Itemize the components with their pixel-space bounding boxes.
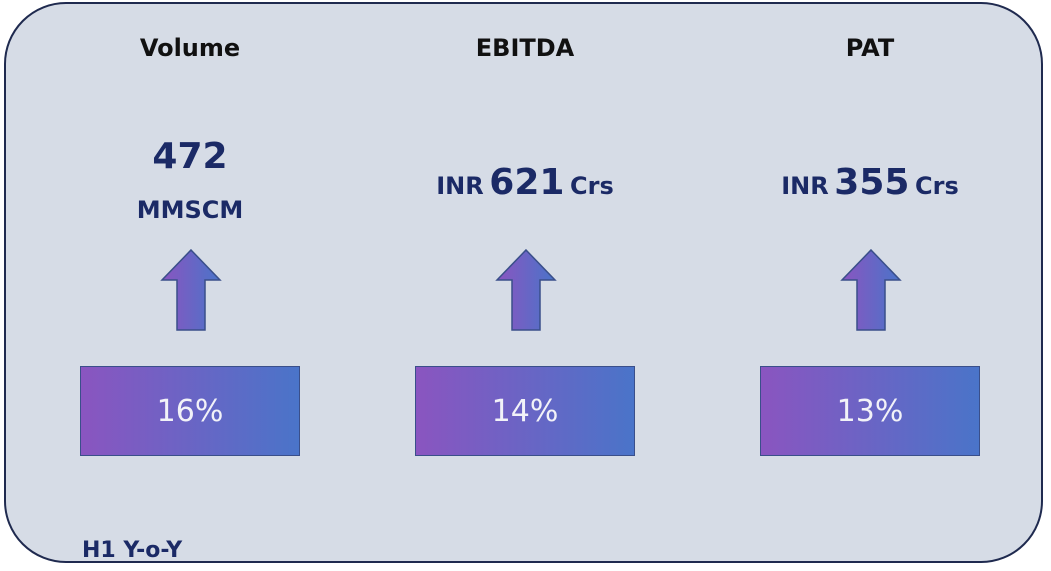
value: 621 <box>489 162 565 203</box>
card-title: Volume <box>139 34 241 62</box>
value-unit: Crs <box>570 172 614 200</box>
change-box: 13% <box>760 366 980 456</box>
up-arrow <box>840 248 902 331</box>
card: EBITDA INR 621 Crs 14% <box>355 0 695 560</box>
up-arrow <box>160 248 222 331</box>
value-line: INR 355 Crs <box>700 162 1040 203</box>
value-unit: MMSCM <box>136 196 244 224</box>
card: Volume 472 MMSCM 16% <box>20 0 360 560</box>
value: 472 <box>152 136 228 177</box>
change-box: 14% <box>415 366 635 456</box>
value-prefix: INR <box>436 172 484 200</box>
value: 355 <box>834 162 910 203</box>
value-prefix: INR <box>781 172 829 200</box>
card-title: PAT <box>845 34 895 62</box>
up-arrow <box>495 248 557 331</box>
footer: H1 Y-o-Y <box>82 538 183 563</box>
value-line: INR 621 Crs <box>355 162 695 203</box>
change-box: 16% <box>80 366 300 456</box>
card: PAT INR 355 Crs 13% <box>700 0 1040 560</box>
card-title: EBITDA <box>475 34 575 62</box>
value-unit: Crs <box>915 172 959 200</box>
